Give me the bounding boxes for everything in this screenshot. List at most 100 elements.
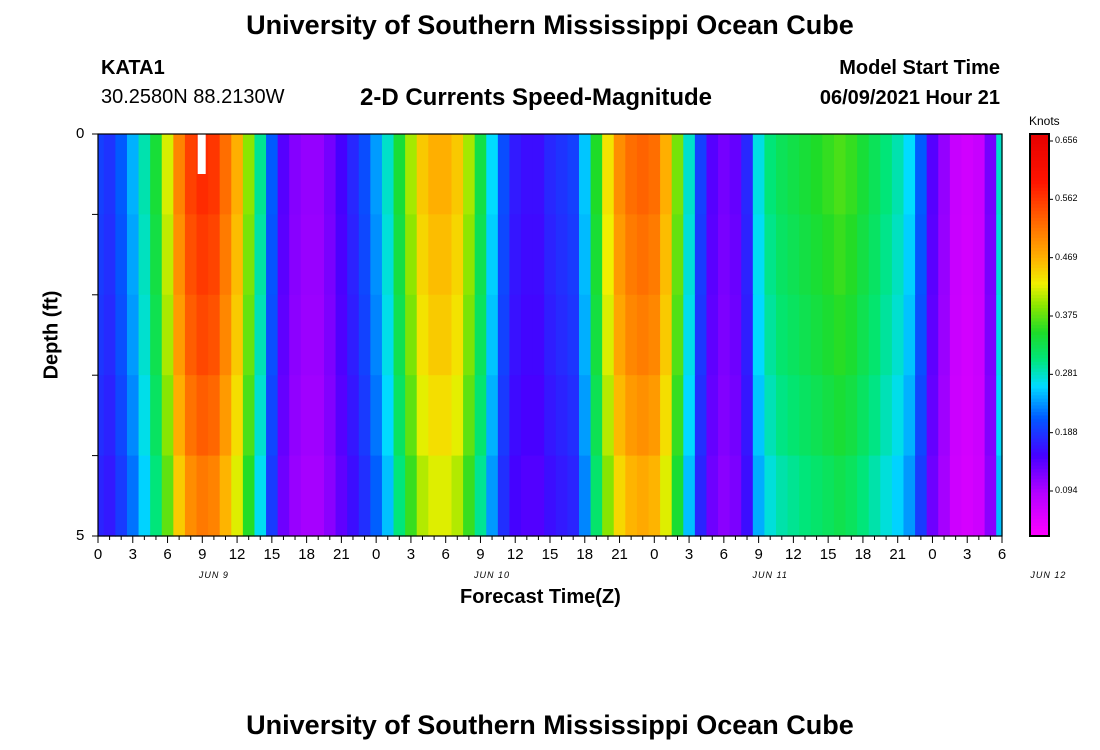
colorbar-segment bbox=[1030, 214, 1049, 219]
colorbar-segment bbox=[1030, 388, 1049, 393]
heatmap-cell bbox=[718, 455, 731, 537]
heatmap-cell bbox=[173, 294, 186, 376]
heatmap-cell bbox=[393, 294, 406, 376]
colorbar-segment bbox=[1030, 314, 1049, 319]
heatmap-cell bbox=[521, 214, 534, 296]
heatmap-cell bbox=[857, 375, 870, 457]
heatmap-cell bbox=[949, 134, 963, 215]
heatmap-cell bbox=[787, 375, 800, 457]
heatmap-cell bbox=[347, 375, 360, 457]
heatmap-cell bbox=[868, 455, 881, 537]
colorbar-segment bbox=[1030, 395, 1049, 400]
heatmap-cell bbox=[996, 455, 1003, 537]
heatmap-cell bbox=[602, 455, 615, 537]
heatmap-cell bbox=[891, 134, 905, 215]
colorbar-segment bbox=[1030, 177, 1049, 182]
colorbar-segment bbox=[1030, 479, 1049, 483]
heatmap-cell bbox=[173, 375, 186, 457]
heatmap-cell bbox=[660, 134, 673, 215]
colorbar-segment bbox=[1030, 251, 1049, 256]
heatmap-cell bbox=[277, 294, 290, 376]
heatmap-cell bbox=[219, 375, 232, 457]
heatmap-cell bbox=[173, 455, 186, 537]
colorbar-segment bbox=[1030, 164, 1049, 168]
heatmap-cell bbox=[973, 134, 986, 215]
heatmap-cell bbox=[126, 294, 140, 376]
missing-data-mark bbox=[197, 134, 206, 174]
heatmap-cell bbox=[416, 375, 429, 457]
heatmap-cell bbox=[590, 455, 603, 537]
heatmap-cell bbox=[648, 455, 661, 537]
colorbar-segment bbox=[1030, 311, 1049, 316]
x-tick-label: 21 bbox=[333, 546, 350, 563]
heatmap-cell bbox=[648, 294, 661, 376]
day-label: JUN 9 bbox=[198, 570, 229, 580]
heatmap-cell bbox=[138, 294, 151, 376]
colorbar-label: 0.469 bbox=[1055, 251, 1078, 262]
heatmap-cell bbox=[497, 455, 511, 537]
heatmap-cell bbox=[752, 214, 766, 296]
colorbar-segment bbox=[1030, 435, 1049, 440]
heatmap-cell bbox=[752, 134, 766, 215]
heatmap-cell bbox=[625, 455, 638, 537]
heatmap-cell bbox=[915, 294, 928, 376]
heatmap-cell bbox=[822, 375, 835, 457]
heatmap-cell bbox=[544, 375, 557, 457]
heatmap-cell bbox=[103, 214, 116, 296]
heatmap-cell bbox=[324, 455, 337, 537]
heatmap-cell bbox=[891, 294, 905, 376]
colorbar-segment bbox=[1030, 348, 1049, 353]
colorbar-segment bbox=[1030, 274, 1049, 279]
heatmap-cell bbox=[196, 294, 209, 376]
heatmap-cell bbox=[98, 134, 105, 215]
heatmap-cell bbox=[277, 455, 290, 537]
colorbar-segment bbox=[1030, 284, 1049, 289]
heatmap-cell bbox=[613, 375, 626, 457]
heatmap-cell bbox=[138, 455, 151, 537]
heatmap-cell bbox=[683, 134, 696, 215]
colorbar-segment bbox=[1030, 298, 1049, 302]
colorbar-segment bbox=[1030, 144, 1049, 148]
heatmap-cell bbox=[590, 134, 603, 215]
colorbar-segment bbox=[1030, 485, 1049, 490]
heatmap-cell bbox=[602, 294, 615, 376]
heatmap-cell bbox=[184, 214, 198, 296]
x-tick-label: 18 bbox=[298, 546, 315, 563]
heatmap-cell bbox=[219, 214, 232, 296]
colorbar-segment bbox=[1030, 412, 1049, 416]
heatmap-cell bbox=[544, 134, 557, 215]
heatmap-cell bbox=[439, 375, 453, 457]
heatmap-cell bbox=[880, 134, 893, 215]
heatmap-cell bbox=[312, 214, 325, 296]
heatmap-cell bbox=[370, 294, 383, 376]
heatmap-cell bbox=[961, 375, 974, 457]
x-axis-title: Forecast Time(Z) bbox=[460, 586, 621, 608]
colorbar-segment bbox=[1030, 448, 1049, 453]
heatmap-cell bbox=[625, 134, 638, 215]
colorbar-segment bbox=[1030, 257, 1049, 262]
colorbar-segment bbox=[1030, 489, 1049, 493]
heatmap-cell bbox=[532, 375, 545, 457]
colorbar-segment bbox=[1030, 237, 1049, 242]
colorbar-segment bbox=[1030, 234, 1049, 239]
colorbar-segment bbox=[1030, 221, 1049, 225]
heatmap-cell bbox=[648, 134, 661, 215]
heatmap-cell bbox=[891, 375, 905, 457]
colorbar-segment bbox=[1030, 190, 1049, 195]
x-tick-label: 12 bbox=[506, 546, 524, 563]
colorbar-segment bbox=[1030, 304, 1049, 309]
heatmap-cell bbox=[335, 455, 348, 537]
heatmap-cell bbox=[810, 375, 823, 457]
colorbar-segment bbox=[1030, 227, 1049, 232]
heatmap-cell bbox=[926, 294, 939, 376]
colorbar-segment bbox=[1030, 462, 1049, 467]
x-tick-label: 0 bbox=[93, 546, 103, 563]
heatmap-cell bbox=[787, 294, 800, 376]
x-tick-label: 6 bbox=[163, 546, 172, 563]
colorbar-segment bbox=[1030, 415, 1049, 420]
colorbar-segment bbox=[1030, 318, 1049, 323]
colorbar-segment bbox=[1030, 458, 1049, 463]
heatmap-cell bbox=[810, 214, 823, 296]
heatmap-cell bbox=[393, 134, 406, 215]
heatmap-cell bbox=[602, 375, 615, 457]
